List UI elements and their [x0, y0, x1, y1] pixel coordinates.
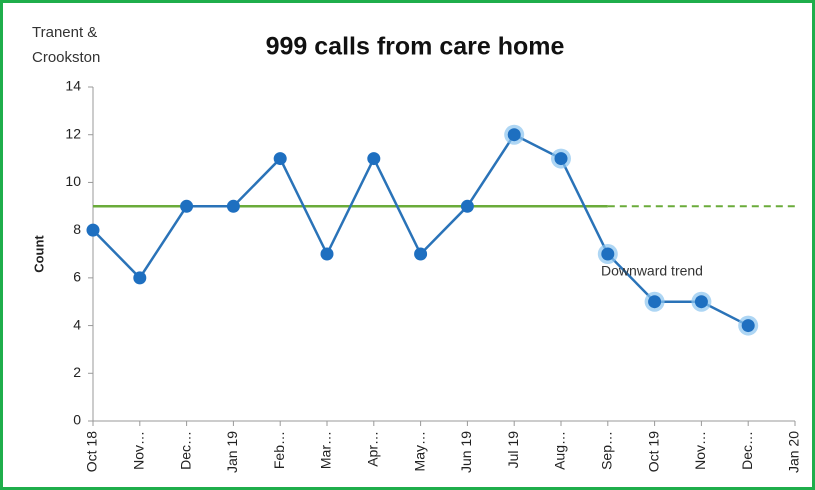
- x-tick-label: Jan 19: [224, 431, 240, 473]
- data-point: [601, 247, 615, 261]
- x-tick-label: Nov…: [692, 431, 708, 470]
- y-tick-label: 12: [65, 125, 81, 141]
- x-tick-label: Jan 20: [786, 431, 802, 473]
- y-tick-label: 14: [65, 78, 81, 94]
- y-tick-label: 2: [73, 364, 81, 380]
- x-tick-label: Sep…: [599, 431, 615, 470]
- data-point: [273, 152, 287, 166]
- data-point: [648, 295, 662, 309]
- data-point: [414, 247, 428, 261]
- x-tick-label: Oct 18: [84, 431, 100, 472]
- x-tick-label: Jun 19: [458, 431, 474, 473]
- x-tick-label: Jul 19: [505, 431, 521, 469]
- data-point: [741, 319, 755, 333]
- data-point: [367, 152, 381, 166]
- data-point: [460, 199, 474, 213]
- y-tick-label: 0: [73, 412, 81, 428]
- chart-title: 999 calls from care home: [266, 33, 565, 61]
- x-tick-label: Feb…: [271, 431, 287, 469]
- x-tick-label: Nov…: [131, 431, 147, 470]
- data-point: [226, 199, 240, 213]
- data-point: [133, 271, 147, 285]
- data-point: [320, 247, 334, 261]
- data-point: [554, 152, 568, 166]
- y-tick-label: 8: [73, 221, 81, 237]
- x-tick-label: Apr…: [365, 431, 381, 467]
- data-point: [507, 128, 521, 142]
- x-tick-label: Oct 19: [645, 431, 661, 472]
- x-tick-label: Dec…: [739, 431, 755, 470]
- annotation: Downward trend: [601, 263, 703, 279]
- x-tick-label: May…: [411, 431, 427, 471]
- data-point: [86, 223, 100, 237]
- data-point: [694, 295, 708, 309]
- x-tick-label: Mar…: [318, 431, 334, 469]
- y-axis-label: Count: [31, 235, 46, 273]
- y-tick-label: 10: [65, 173, 81, 189]
- y-tick-label: 6: [73, 269, 81, 285]
- x-tick-label: Dec…: [177, 431, 193, 470]
- x-tick-label: Aug…: [552, 431, 568, 470]
- chart-subtitle: Tranent & Crookston: [32, 24, 100, 66]
- data-point: [180, 199, 194, 213]
- y-tick-label: 4: [73, 316, 81, 332]
